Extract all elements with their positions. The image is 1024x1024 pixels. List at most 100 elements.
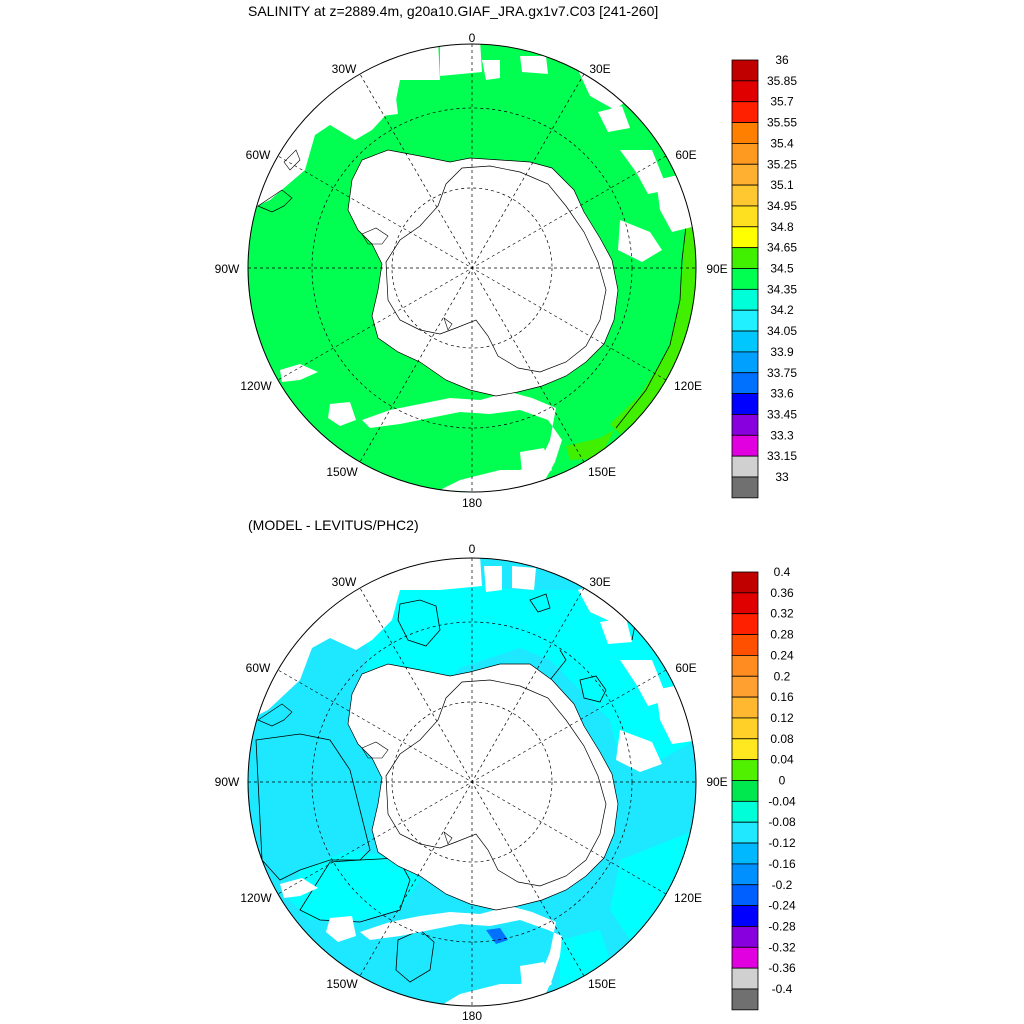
top-colorbar-tick-label: 33.15	[767, 449, 797, 463]
bottom-lon-label: 60W	[246, 661, 271, 675]
bottom-colorbar-swatch	[731, 571, 759, 594]
top-colorbar-swatch	[731, 80, 759, 103]
top-colorbar-swatch	[731, 330, 759, 353]
top-colorbar-tick-label: 34.35	[767, 282, 797, 296]
top-colorbar-swatch	[731, 476, 759, 499]
bottom-lon-label: 150E	[588, 977, 616, 991]
bottom-colorbar-swatch	[731, 675, 759, 698]
bottom-colorbar-swatch	[731, 946, 759, 969]
bottom-colorbar-swatch	[731, 988, 759, 1011]
top-colorbar-swatch	[731, 434, 759, 457]
top-colorbar-tick-label: 35.85	[767, 74, 797, 88]
bottom-colorbar-tick-label: 0.36	[770, 586, 794, 600]
bottom-colorbar-tick-label: 0.28	[770, 628, 794, 642]
bottom-colorbar-swatch	[731, 967, 759, 990]
top-colorbar-tick-label: 33.45	[767, 407, 797, 421]
top-colorbar-swatch	[731, 393, 759, 415]
bottom-colorbar-tick-label: 0	[779, 774, 786, 788]
top-lon-label: 150E	[588, 465, 616, 479]
top-colorbar-tick-label: 34.8	[770, 220, 794, 234]
top-colorbar-tick-label: 35.1	[770, 178, 794, 192]
top-graticule	[248, 44, 696, 492]
top-colorbar-swatch	[731, 247, 759, 269]
top-colorbar-swatch	[731, 226, 759, 249]
top-colorbar-swatch	[731, 268, 759, 290]
bottom-colorbar-swatch	[731, 759, 759, 781]
top-colorbar-swatch	[731, 59, 759, 82]
bottom-colorbar-swatch	[731, 738, 759, 761]
top-colorbar-swatch	[731, 122, 759, 144]
top-lon-label: 30W	[332, 62, 357, 76]
bottom-colorbar-tick-label: -0.36	[768, 961, 796, 975]
top-lon-label: 120E	[674, 379, 702, 393]
top-colorbar-tick-label: 33.9	[770, 345, 794, 359]
top-lon-label: 60E	[675, 148, 696, 162]
bottom-colorbar-swatch	[731, 613, 759, 635]
top-colorbar-tick-label: 34.05	[767, 324, 797, 338]
bottom-colorbar-swatch	[731, 800, 759, 823]
bottom-lon-label: 180	[462, 1009, 482, 1023]
top-colorbar-tick-label: 33.3	[770, 428, 794, 442]
bottom-graticule	[248, 558, 696, 1006]
top-colorbar-tick-label: 35.4	[770, 136, 794, 150]
top-map	[247, 43, 697, 493]
bottom-lon-label: 90W	[215, 775, 240, 789]
bottom-colorbar-tick-label: 0.04	[770, 753, 794, 767]
bottom-lon-label: 30W	[332, 575, 357, 589]
bottom-colorbar-swatch	[731, 926, 759, 948]
top-lon-label: 120W	[240, 379, 272, 393]
top-lon-label: 180	[462, 496, 482, 510]
bottom-colorbar-swatch	[731, 696, 759, 719]
top-colorbar-tick-label: 34.95	[767, 199, 797, 213]
bottom-colorbar-tick-label: -0.08	[768, 815, 796, 829]
bottom-lon-label: 30E	[589, 575, 610, 589]
bottom-colorbar-tick-label: -0.4	[772, 982, 793, 996]
top-colorbar-swatch	[731, 455, 759, 478]
top-colorbar-tick-label: 34.2	[770, 303, 794, 317]
top-colorbar-tick-label: 34.65	[767, 241, 797, 255]
bottom-lon-label: 90E	[706, 775, 727, 789]
top-colorbar-swatch	[731, 414, 759, 436]
bottom-colorbar-swatch	[731, 655, 759, 677]
top-colorbar-swatch	[731, 184, 759, 207]
bottom-colorbar-tick-label: -0.28	[768, 919, 796, 933]
bottom-title: (MODEL - LEVITUS/PHC2)	[248, 517, 419, 533]
top-colorbar-tick-label: 33.75	[767, 366, 797, 380]
bottom-lon-label: 0	[469, 542, 476, 556]
bottom-colorbar-tick-label: 0.32	[770, 607, 794, 621]
top-colorbar-tick-label: 36	[775, 53, 789, 67]
top-colorbar-swatch	[731, 309, 759, 332]
top-colorbar-tick-label: 33	[775, 470, 789, 484]
bottom-colorbar-swatch	[731, 717, 759, 740]
bottom-colorbar-swatch	[731, 821, 759, 844]
bottom-lon-label: 120E	[674, 891, 702, 905]
top-colorbar: 36 35.85 35.7 35.55 35.4 35.25 35.1 34.95 34.8 34…	[731, 53, 797, 499]
top-colorbar-swatch	[731, 288, 759, 311]
top-ocean-band	[610, 222, 696, 434]
bottom-lon-label: 120W	[240, 891, 272, 905]
bottom-lon-label: 150W	[326, 977, 358, 991]
bottom-colorbar-tick-label: -0.2	[772, 878, 793, 892]
bottom-colorbar-tick-label: 0.16	[770, 690, 794, 704]
top-colorbar-tick-label: 35.25	[767, 157, 797, 171]
top-lon-label: 0	[469, 31, 476, 45]
top-lon-label: 150W	[326, 465, 358, 479]
top-colorbar-swatch	[731, 205, 759, 228]
top-colorbar-tick-label: 33.6	[770, 387, 794, 401]
top-title: SALINITY at z=2889.4m, g20a10.GIAF_JRA.g…	[248, 3, 658, 19]
top-colorbar-tick-label: 35.7	[770, 95, 794, 109]
bottom-colorbar-tick-label: 0.4	[774, 565, 791, 579]
bottom-colorbar-tick-label: -0.32	[768, 940, 796, 954]
bottom-colorbar-tick-label: -0.04	[768, 794, 796, 808]
bottom-colorbar: 0.4 0.36 0.32 0.28 0.24 0.2 0.16 0.12 0.08 0.04 0 -…	[731, 565, 796, 1011]
top-colorbar-tick-label: 35.55	[767, 116, 797, 130]
top-lon-labels: 0 30E 60E 90E 120E 150E 180 150W 120W 90…	[215, 31, 728, 510]
top-lon-label: 90W	[215, 262, 240, 276]
bottom-lon-labels: 0 30E 60E 90E 120E 150E 180 150W 120W 90…	[215, 542, 728, 1023]
top-colorbar-swatch	[731, 351, 759, 374]
bottom-colorbar-tick-label: 0.2	[774, 669, 791, 683]
bottom-lon-label: 60E	[675, 661, 696, 675]
bottom-colorbar-tick-label: -0.24	[768, 899, 796, 913]
bottom-colorbar-tick-label: 0.24	[770, 648, 794, 662]
bottom-colorbar-swatch	[731, 634, 759, 656]
